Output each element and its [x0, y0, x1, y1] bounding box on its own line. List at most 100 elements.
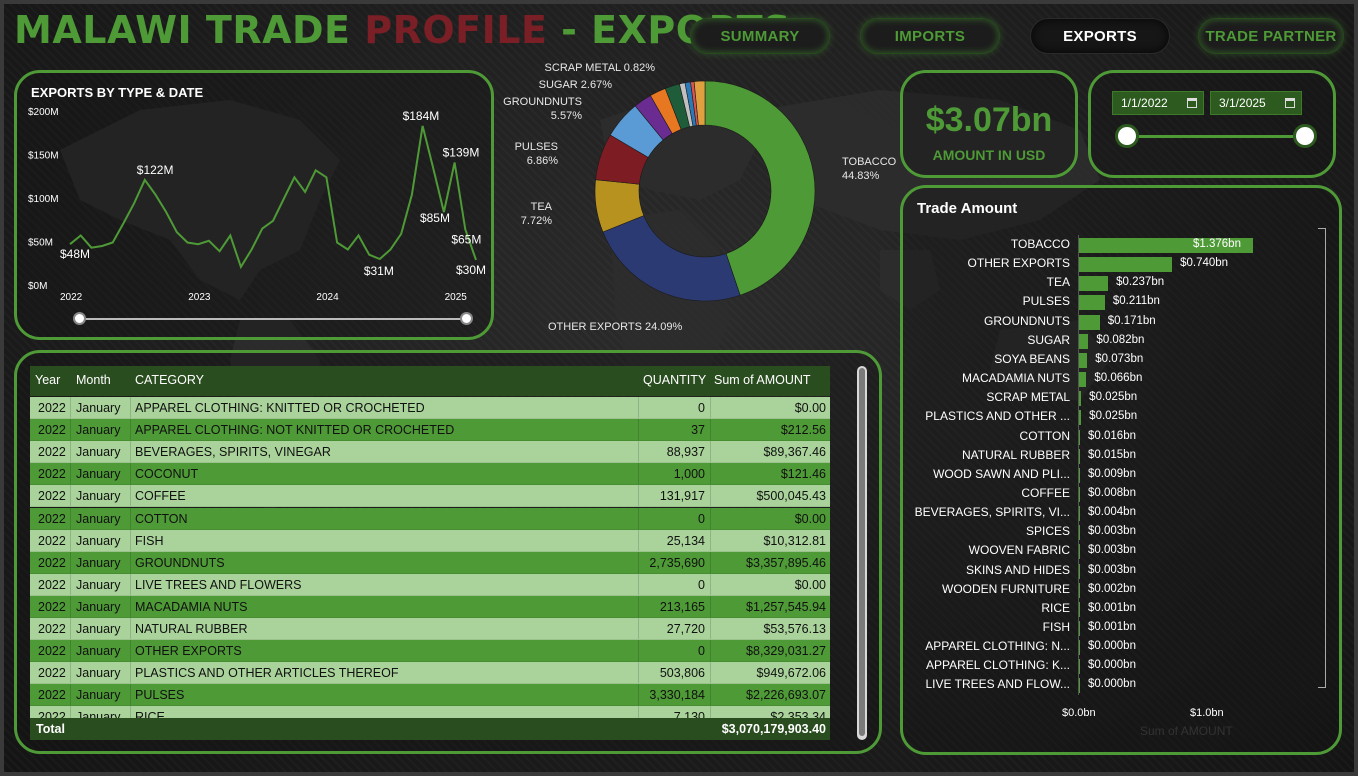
table-row[interactable]: 2022 January COCONUT 1,000 $121.46 — [30, 463, 830, 486]
header-year[interactable]: Year — [35, 373, 61, 387]
nav-imports-button[interactable]: IMPORTS — [860, 18, 1000, 54]
bar-chart-scrollbar[interactable] — [1318, 228, 1326, 688]
bar-category-label: PLASTICS AND OTHER ... — [925, 409, 1070, 424]
bar[interactable] — [1078, 621, 1080, 636]
table-row[interactable]: 2022 January FISH 25,134 $10,312.81 — [30, 529, 830, 552]
calendar-icon[interactable] — [1285, 98, 1295, 108]
bar[interactable] — [1078, 678, 1080, 694]
header-quantity[interactable]: QUANTITY — [643, 373, 707, 387]
table-row[interactable]: 2022 January COTTON 0 $0.00 — [30, 507, 830, 530]
header-month[interactable]: Month — [76, 373, 111, 387]
table-row[interactable]: 2022 January COFFEE 131,917 $500,045.43 — [30, 485, 830, 508]
bar-value-label: $0.082bn — [1096, 333, 1145, 346]
cell-category: OTHER EXPORTS — [135, 644, 242, 659]
bar[interactable] — [1078, 544, 1080, 560]
bar[interactable] — [1078, 506, 1080, 522]
bar[interactable] — [1078, 659, 1080, 675]
cell-month: January — [76, 688, 121, 703]
table-scrollbar-thumb[interactable] — [859, 368, 865, 736]
bar[interactable] — [1078, 352, 1088, 368]
bar[interactable] — [1078, 525, 1080, 541]
trade-amount-panel: Trade Amount — [900, 185, 1342, 755]
bar-category-label: FISH — [1042, 620, 1070, 634]
cell-quantity: 131,917 — [659, 489, 705, 504]
bar-category-label: WOOD SAWN AND PLI... — [933, 466, 1070, 481]
date-slider-start-handle[interactable] — [1115, 124, 1139, 148]
bar[interactable] — [1078, 276, 1109, 292]
timeline-slider-end-handle[interactable] — [460, 312, 473, 325]
calendar-icon[interactable] — [1187, 98, 1197, 108]
bar[interactable] — [1078, 391, 1082, 407]
cell-quantity: 25,134 — [666, 533, 705, 548]
line-xtick-label: 2022 — [60, 292, 83, 303]
cell-year: 2022 — [38, 511, 66, 526]
total-amount: $3,070,179,903.40 — [721, 722, 826, 736]
bar[interactable] — [1078, 295, 1105, 311]
line-data-label: $30M — [456, 263, 486, 277]
line-ytick-label: $0M — [28, 281, 47, 292]
bar[interactable] — [1078, 410, 1082, 426]
bar[interactable] — [1078, 238, 1253, 253]
bar-value-label: $0.000bn — [1088, 678, 1136, 691]
bar[interactable] — [1078, 314, 1100, 330]
bar-category-label: SOYA BEANS — [994, 351, 1070, 366]
donut-slice[interactable] — [602, 215, 741, 302]
donut-slice[interactable] — [693, 80, 706, 126]
bar[interactable] — [1078, 640, 1080, 656]
nav-summary-button[interactable]: SUMMARY — [690, 18, 830, 54]
donut-slice[interactable] — [704, 80, 816, 296]
start-date-input[interactable]: 1/1/2022 — [1112, 91, 1204, 115]
header-category[interactable]: CATEGORY — [135, 373, 204, 387]
bar-value-label: $0.066bn — [1094, 372, 1143, 385]
bar[interactable] — [1078, 257, 1173, 273]
bar[interactable] — [1078, 448, 1080, 464]
cell-year: 2022 — [38, 577, 66, 592]
table-row[interactable]: 2022 January NATURAL RUBBER 27,720 $53,576.1… — [30, 618, 830, 640]
bar[interactable] — [1078, 372, 1087, 388]
date-slider-end-handle[interactable] — [1293, 124, 1317, 148]
end-date-input[interactable]: 3/1/2025 — [1210, 91, 1302, 115]
line-ytick-label: $100M — [28, 194, 59, 205]
donut-label: PULSES 6.86% — [515, 141, 559, 167]
table-row[interactable]: 2022 January GROUNDNUTS 2,735,690 $3,357,895… — [30, 551, 830, 574]
bar-value-label: $0.171bn — [1107, 314, 1156, 327]
bar[interactable] — [1078, 486, 1080, 502]
table-row[interactable]: 2022 January APPAREL CLOTHING: KNITTED OR … — [30, 397, 830, 419]
bar[interactable] — [1078, 333, 1089, 349]
cell-amount: $1,257,545.94 — [746, 599, 826, 614]
table-row[interactable]: 2022 January APPAREL CLOTHING: NOT KNITTED… — [30, 419, 830, 442]
cell-year: 2022 — [38, 666, 66, 681]
table-row[interactable]: 2022 January OTHER EXPORTS 0 $8,329,031.27 — [30, 640, 830, 663]
bar[interactable] — [1078, 601, 1080, 617]
table-row[interactable]: 2022 January PLASTICS AND OTHER ARTICLES T… — [30, 662, 830, 685]
bar-category-label: WOODEN FURNITURE — [942, 581, 1070, 596]
trade-amount-bar-chart: TOBACCO $1.376bn OTHER EXPORTS $0.740bn TEA $… — [900, 185, 1342, 755]
line-series[interactable] — [69, 125, 477, 270]
nav-trade-partner-button[interactable]: TRADE PARTNER — [1198, 18, 1344, 54]
table-row[interactable]: 2022 January MACADAMIA NUTS 213,165 $1,257,5… — [30, 595, 830, 618]
cell-year: 2022 — [38, 688, 66, 703]
cell-month: January — [76, 555, 121, 570]
cell-amount: $500,045.43 — [756, 489, 826, 504]
start-date-value: 1/1/2022 — [1121, 96, 1168, 110]
bar-value-label: $0.004bn — [1088, 506, 1136, 519]
donut-label: SUGAR 2.67% — [539, 79, 613, 91]
bar[interactable] — [1078, 429, 1081, 445]
cell-quantity: 0 — [698, 401, 705, 415]
line-xtick-label: 2023 — [188, 292, 211, 303]
cell-month: January — [76, 599, 121, 614]
table-row[interactable]: 2022 January BEVERAGES, SPIRITS, VINEGAR 88… — [30, 441, 830, 464]
bar-value-label: $0.001bn — [1088, 621, 1136, 633]
bar[interactable] — [1078, 467, 1080, 483]
cell-amount: $8,329,031.27 — [746, 644, 826, 659]
header-amount[interactable]: Sum of AMOUNT — [714, 373, 811, 387]
bar[interactable] — [1078, 563, 1080, 579]
timeline-slider-start-handle[interactable] — [73, 312, 86, 325]
table-row[interactable]: 2022 January PULSES 3,330,184 $2,226,693.07 — [30, 684, 830, 707]
nav-exports-button[interactable]: EXPORTS — [1030, 18, 1170, 54]
bar[interactable] — [1078, 582, 1080, 598]
table-row[interactable]: 2022 January LIVE TREES AND FLOWERS 0 $0.00 — [30, 573, 830, 596]
bar-value-label: $0.003bn — [1088, 544, 1136, 557]
cell-category: COFFEE — [135, 489, 186, 504]
exports-line-chart: $0M $50M $100M $150M $200M 2022 2023 2024 2025 $4… — [28, 107, 486, 303]
